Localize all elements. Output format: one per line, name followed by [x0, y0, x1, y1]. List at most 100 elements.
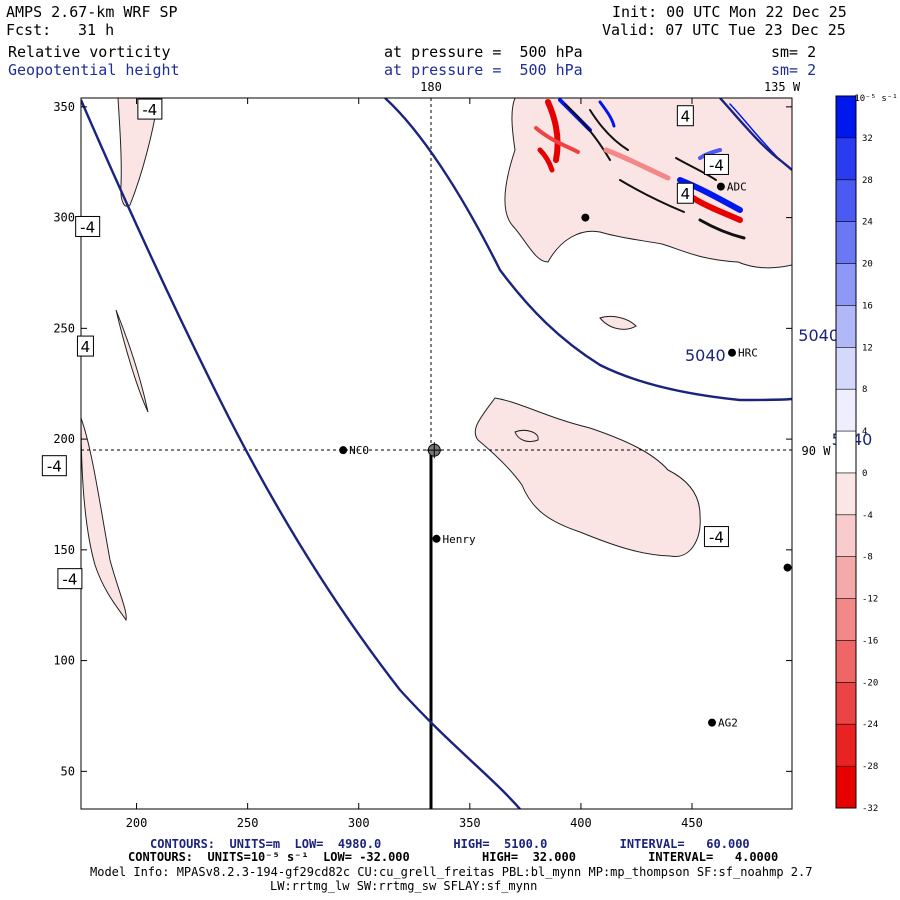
- station-dot: [581, 213, 590, 222]
- x-tick-label: 400: [570, 816, 592, 830]
- colorbar-label: 32: [862, 134, 873, 144]
- colorbar-swatch: [836, 137, 856, 181]
- vorticity-contour-label: -4: [142, 101, 157, 119]
- vorticity-contour-label: -4: [62, 571, 77, 589]
- vort-label-box: [75, 215, 101, 237]
- lon-label-180: 180: [420, 80, 442, 94]
- vort-label-box: [76, 335, 94, 357]
- vort-label-box: [676, 182, 694, 204]
- colorbar-label: 28: [862, 176, 873, 186]
- colorbar-swatch: [836, 221, 856, 265]
- vort-label-box: [703, 526, 729, 548]
- colorbar-label: -4: [862, 511, 873, 521]
- height-contour-info: CONTOURS: UNITS=m LOW= 4980.0 HIGH= 5100…: [150, 837, 750, 851]
- field2-name: Geopotential height: [8, 61, 180, 79]
- strong-vorticity-streaks: [534, 98, 781, 240]
- vorticity-contour-labels: -4 -4 4 -4 -4 4 -4 4 -4: [41, 98, 729, 590]
- physics-info: LW:rrtmg_lw SW:rrtmg_sw SFLAY:sf_mynn: [270, 879, 538, 893]
- station-dot: [708, 718, 717, 727]
- colorbar-label: -12: [862, 595, 878, 605]
- contour-label-bg: [794, 325, 843, 345]
- colorbar-label: -28: [862, 762, 878, 772]
- negative-vorticity-fills: [81, 98, 792, 622]
- vort-fill-ne: [504, 98, 792, 269]
- vort-label-box: [41, 455, 67, 477]
- x-tick-label: 250: [237, 816, 259, 830]
- colorbar-unit: 10⁻⁵ s⁻¹: [854, 94, 897, 104]
- forecast-hours: 31 h: [78, 21, 115, 39]
- vorticity-contour-label: -4: [47, 458, 62, 476]
- station-dot: [728, 348, 737, 357]
- colorbar: 32 28 24 20 16 12 8 4 0 -4 -8 -12 -16 -20 -24 -28 -32: [835, 95, 878, 814]
- vort-fill-sliver: [115, 309, 149, 413]
- vort-label-box: [676, 105, 694, 127]
- valid-time: Valid: 07 UTC Tue 23 Dec 25: [602, 21, 846, 39]
- station-label: AG2: [718, 717, 738, 730]
- colorbar-swatch: [836, 389, 856, 432]
- colorbar-swatch: [836, 724, 856, 767]
- station-dot: [783, 563, 792, 572]
- lon-label-135w: 135 W: [764, 80, 801, 94]
- vorticity-contour-label: -4: [80, 218, 95, 236]
- x-tick-label: 450: [681, 816, 703, 830]
- colorbar-label: 8: [862, 385, 867, 395]
- contour-label-bg: [681, 344, 730, 365]
- station-dot: [339, 446, 348, 455]
- colorbar-label: -16: [862, 636, 878, 646]
- height-contours: [81, 98, 792, 809]
- station-dot: [716, 182, 725, 191]
- station-label: HRC: [738, 347, 758, 360]
- lon-label-90w: 90 W: [802, 444, 832, 458]
- vorticity-contour-label: 4: [681, 108, 691, 126]
- colorbar-label: 24: [862, 218, 873, 228]
- station-label: ADC: [727, 181, 747, 194]
- field2-smooth: sm= 2: [771, 61, 817, 79]
- colorbar-label: 0: [862, 469, 867, 479]
- plot-frame: [80, 97, 793, 810]
- y-tick-label: 150: [53, 543, 75, 557]
- colorbar-swatch: [836, 556, 856, 600]
- y-tick-label: 300: [53, 211, 75, 225]
- colorbar-swatch: [836, 305, 856, 348]
- y-tick-label: 350: [53, 100, 75, 114]
- colorbar-swatch: [836, 514, 856, 558]
- field1-name: Relative vorticity: [8, 43, 171, 61]
- field1-level: at pressure = 500 hPa: [384, 43, 583, 61]
- vorticity-contour-label: -4: [709, 156, 724, 174]
- station-markers: NCO Henry HRC AG2 ADC: [339, 181, 792, 730]
- vort-fill-nw: [117, 98, 159, 207]
- colorbar-label: 12: [862, 343, 873, 353]
- south-pole-marker: [426, 442, 443, 459]
- x-tick-label: 200: [126, 816, 148, 830]
- colorbar-label: 4: [862, 427, 867, 437]
- model-title: AMPS 2.67-km WRF SP: [6, 3, 178, 21]
- vorticity-contour-label: 4: [81, 338, 91, 356]
- colorbar-swatch: [836, 263, 856, 306]
- station-label: Henry: [443, 533, 476, 546]
- x-tick-label: 350: [459, 816, 481, 830]
- field1-smooth: sm= 2: [771, 43, 817, 61]
- vorticity-contour-label: -4: [709, 529, 724, 547]
- station-dot: [432, 534, 441, 543]
- axis-ticks: 200 250 300 350 400 450 50 100 150 200 250 300 350: [53, 98, 792, 830]
- colorbar-swatch: [836, 766, 856, 809]
- height-contour-5040: [384, 98, 792, 402]
- vort-label-box: [57, 568, 83, 590]
- colorbar-swatch: [836, 179, 856, 223]
- vort-fill-west: [81, 417, 127, 622]
- forecast-label: Fcst:: [6, 21, 52, 39]
- y-tick-label: 250: [53, 321, 75, 335]
- colorbar-label: 20: [862, 260, 873, 270]
- height-contour-ne: [719, 98, 792, 171]
- height-contour-label: 5040: [798, 326, 839, 345]
- colorbar-swatch: [836, 640, 856, 683]
- colorbar-label: -24: [862, 720, 878, 730]
- vorticity-contour-info: CONTOURS: UNITS=10⁻⁵ s⁻¹ LOW= -32.000 HI…: [128, 850, 779, 864]
- colorbar-swatch: [836, 431, 856, 474]
- colorbar-swatch: [836, 472, 856, 516]
- vorticity-contour-label: 4: [681, 185, 691, 203]
- colorbar-label: -8: [862, 553, 873, 563]
- colorbar-label: -32: [862, 804, 878, 814]
- vort-label-box: [703, 153, 729, 175]
